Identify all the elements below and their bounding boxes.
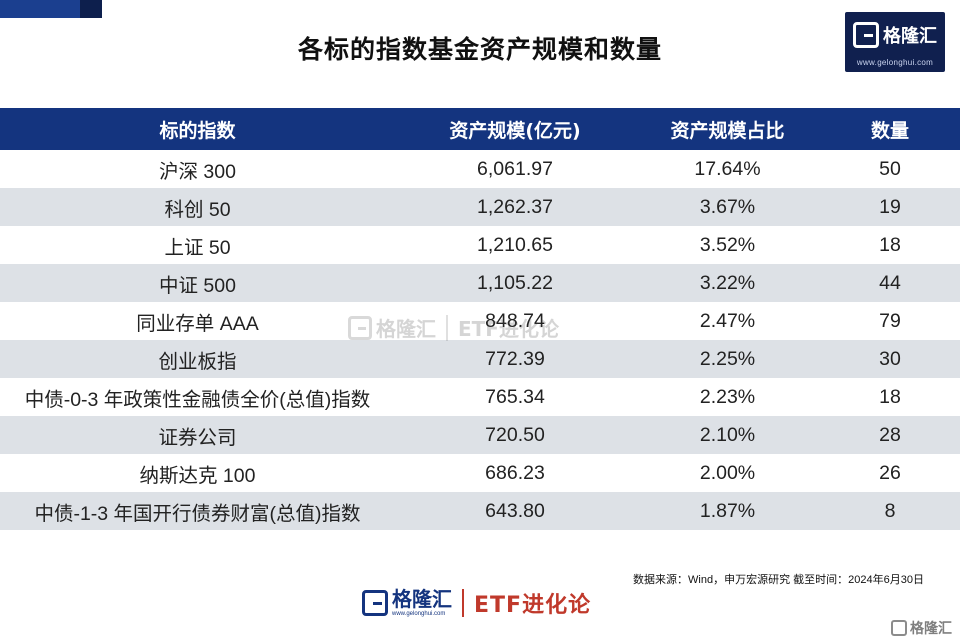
table-body: 沪深 300 6,061.97 17.64% 50 科创 50 1,262.37 3.67%…: [0, 150, 960, 530]
table-cell: 1,105.22: [477, 271, 553, 294]
table-cell: 1,210.65: [477, 233, 553, 256]
table-cell: 3.22%: [699, 271, 756, 294]
brand-logo[interactable]: 格隆汇 www.gelonghui.com: [845, 12, 945, 72]
corner-g-icon: [891, 620, 907, 636]
table-cell: 中债-1-3 年国开行债券财富(总值)指数: [34, 502, 361, 525]
table-cell: 3.52%: [699, 233, 756, 256]
table-row: 创业板指 772.39 2.25% 30: [0, 340, 960, 378]
table-cell: 8: [884, 499, 896, 522]
table-cell: 643.80: [485, 499, 545, 522]
table-cell: 2.25%: [699, 347, 756, 370]
data-source-note: 数据来源：Wind，申万宏源研究 截至时间：2024年6月30日: [633, 574, 924, 586]
table-cell: 30: [879, 347, 901, 370]
header-cell: 资产规模占比: [670, 119, 785, 142]
table-cell: 2.47%: [699, 309, 756, 332]
table-row: 中证 500 1,105.22 3.22% 44: [0, 264, 960, 302]
table-cell: 720.50: [485, 423, 545, 446]
table-row: 沪深 300 6,061.97 17.64% 50: [0, 150, 960, 188]
table-cell: 创业板指: [158, 350, 237, 373]
table-cell: 上证 50: [164, 236, 231, 259]
table-row: 证券公司 720.50 2.10% 28: [0, 416, 960, 454]
footer-etf-label: ETF进化论: [474, 593, 592, 618]
table-cell: 765.34: [485, 385, 545, 408]
table-header: 标的指数 资产规模(亿元) 资产规模占比 数量: [0, 108, 960, 150]
table-cell: 50: [879, 157, 901, 180]
table-cell: 2.23%: [699, 385, 756, 408]
page-title: 各标的指数基金资产规模和数量: [297, 35, 662, 64]
table-cell: 纳斯达克 100: [139, 464, 256, 487]
table-row: 中债-1-3 年国开行债券财富(总值)指数 643.80 1.87% 8: [0, 492, 960, 530]
table-cell: 1,262.37: [477, 195, 553, 218]
table-cell: 686.23: [485, 461, 545, 484]
table-row: 上证 50 1,210.65 3.52% 18: [0, 226, 960, 264]
table-cell: 28: [879, 423, 901, 446]
corner-decoration: [0, 0, 102, 18]
corner-watermark: 格隆汇: [891, 618, 952, 638]
table-cell: 6,061.97: [477, 157, 553, 180]
table-cell: 26: [879, 461, 901, 484]
footer-g-icon: [362, 590, 388, 616]
table-row: 纳斯达克 100 686.23 2.00% 26: [0, 454, 960, 492]
table-cell: 18: [879, 233, 901, 256]
brand-url: www.gelonghui.com: [856, 58, 934, 67]
table-cell: 2.10%: [699, 423, 756, 446]
table-cell: 沪深 300: [159, 160, 236, 183]
table-cell: 848.74: [485, 309, 545, 332]
header-cell: 资产规模(亿元): [449, 119, 581, 142]
table-cell: 科创 50: [164, 198, 231, 221]
table-row: 中债-0-3 年政策性金融债全价(总值)指数 765.34 2.23% 18: [0, 378, 960, 416]
table-cell: 18: [879, 385, 901, 408]
header-cell: 标的指数: [159, 119, 236, 142]
table-cell: 3.67%: [699, 195, 756, 218]
table-cell: 1.87%: [699, 499, 756, 522]
table-cell: 2.00%: [699, 461, 756, 484]
footer-logo[interactable]: 格隆汇 www.gelonghui.com ETF进化论: [362, 587, 591, 619]
table-cell: 17.64%: [694, 157, 761, 180]
footer-brand-name: 格隆汇: [392, 587, 452, 611]
table-row: 同业存单 AAA 848.74 2.47% 79: [0, 302, 960, 340]
table-cell: 19: [879, 195, 901, 218]
table-cell: 中债-0-3 年政策性金融债全价(总值)指数: [24, 388, 371, 411]
table-cell: 证券公司: [158, 426, 237, 449]
fund-table: 标的指数 资产规模(亿元) 资产规模占比 数量 沪深 300 6,061.97 17…: [0, 108, 960, 530]
table-cell: 79: [879, 309, 901, 332]
corner-watermark-name: 格隆汇: [910, 621, 952, 637]
table-cell: 772.39: [485, 347, 545, 370]
brand-g-icon: [853, 22, 879, 48]
header-cell: 数量: [870, 119, 909, 142]
footer-divider: [462, 589, 464, 617]
brand-name: 格隆汇: [883, 26, 937, 47]
table-cell: 44: [879, 271, 901, 294]
table-row: 科创 50 1,262.37 3.67% 19: [0, 188, 960, 226]
table-cell: 同业存单 AAA: [136, 312, 259, 335]
table-cell: 中证 500: [159, 274, 236, 297]
footer-brand-url: www.gelonghui.com: [392, 611, 446, 617]
